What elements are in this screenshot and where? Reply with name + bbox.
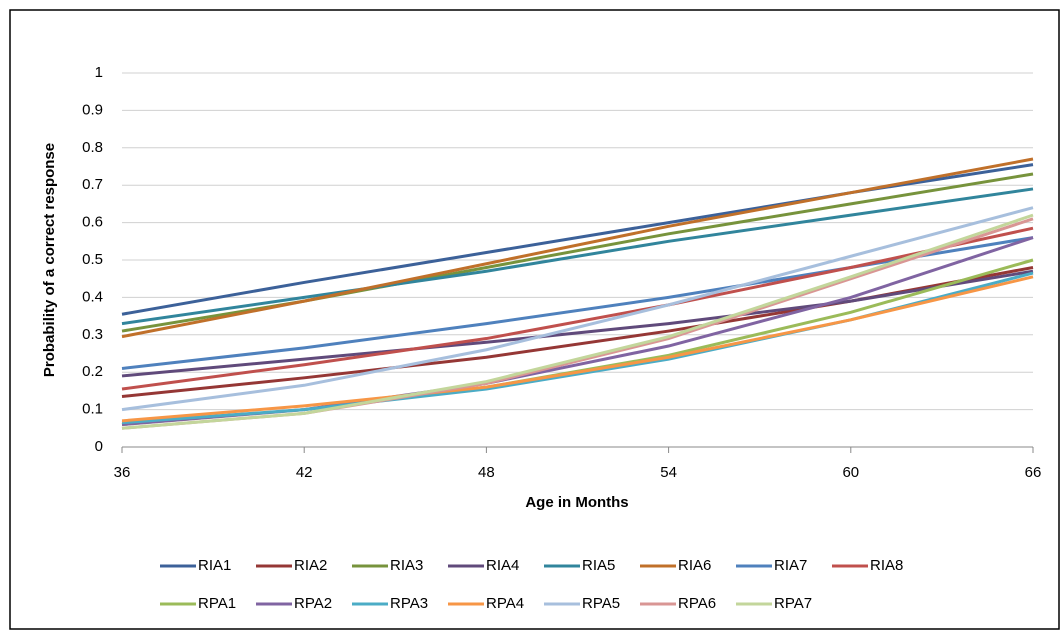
legend-label: RPA3: [390, 595, 428, 612]
y-tick-label: 0.3: [82, 326, 103, 343]
x-tick-label: 54: [660, 464, 677, 481]
legend-label: RPA5: [582, 595, 620, 612]
y-tick-label: 0.2: [82, 363, 103, 380]
y-tick-label: 0.6: [82, 214, 103, 231]
x-tick-label: 36: [114, 464, 131, 481]
legend-label: RIA4: [486, 557, 519, 574]
x-tick-label: 66: [1025, 464, 1042, 481]
y-tick-label: 1: [95, 64, 103, 81]
legend-label: RPA1: [198, 595, 236, 612]
series-line: [121, 206, 1034, 412]
legend-label: RIA2: [294, 557, 327, 574]
y-tick-label: 0.9: [82, 101, 103, 118]
y-tick-label: 0.4: [82, 288, 103, 305]
legend-label: RIA5: [582, 557, 615, 574]
legend-label: RIA3: [390, 557, 423, 574]
series-line: [121, 157, 1034, 339]
legend-label: RPA7: [774, 595, 812, 612]
series-line: [121, 226, 1034, 391]
legend-label: RIA6: [678, 557, 711, 574]
series-line: [121, 187, 1034, 326]
y-axis-title: Probability of a correct response: [41, 143, 58, 377]
legend-label: RIA7: [774, 557, 807, 574]
legend-label: RPA2: [294, 595, 332, 612]
y-tick-label: 0.5: [82, 251, 103, 268]
y-tick-label: 0.8: [82, 139, 103, 156]
series-line: [121, 236, 1034, 370]
series-line: [121, 269, 1034, 378]
x-tick-label: 60: [842, 464, 859, 481]
chart-border: [9, 9, 1060, 630]
y-tick-label: 0: [95, 438, 103, 455]
series-line: [121, 275, 1034, 423]
legend-label: RPA6: [678, 595, 716, 612]
legend-label: RIA1: [198, 557, 231, 574]
x-tick-label: 42: [296, 464, 313, 481]
legend-label: RIA8: [870, 557, 903, 574]
x-axis-title: Age in Months: [525, 494, 628, 511]
legend-label: RPA4: [486, 595, 524, 612]
y-tick-label: 0.7: [82, 176, 103, 193]
y-tick-label: 0.1: [82, 401, 103, 418]
series-line: [121, 213, 1034, 430]
x-tick-label: 48: [478, 464, 495, 481]
